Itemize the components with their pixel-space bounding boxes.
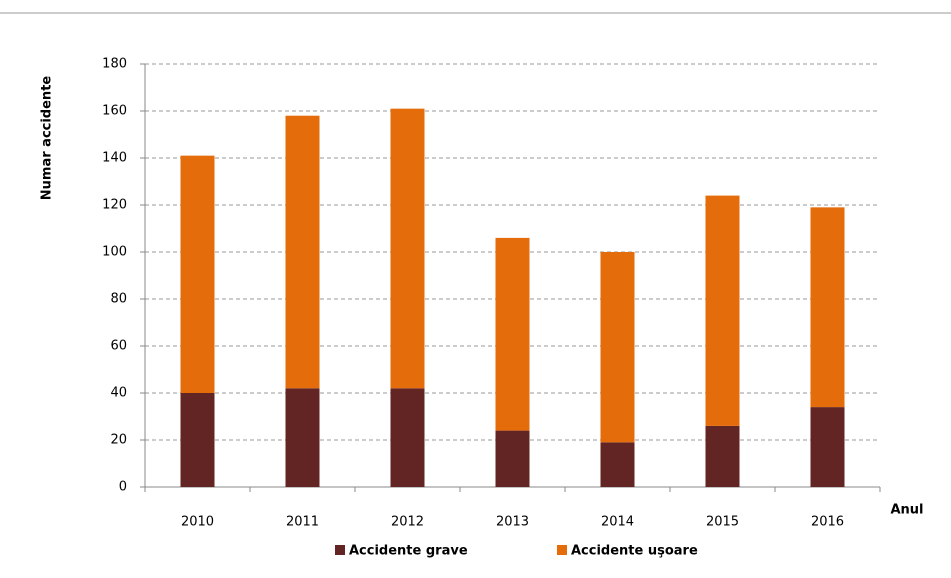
x-tick-label: 2010 bbox=[181, 515, 214, 530]
x-tick-label: 2014 bbox=[601, 515, 634, 530]
bar-segment bbox=[810, 207, 845, 408]
y-tick-label: 180 bbox=[102, 57, 127, 72]
y-tick-label: 120 bbox=[102, 198, 127, 213]
bar-segment bbox=[180, 393, 215, 487]
legend-swatch bbox=[335, 545, 345, 555]
bar-segment bbox=[600, 442, 635, 487]
y-tick-label: 20 bbox=[110, 433, 127, 448]
legend-label: Accidente uşoare bbox=[571, 544, 698, 559]
x-tick-label: 2012 bbox=[391, 515, 424, 530]
legend-swatch bbox=[557, 545, 567, 555]
bar-segment bbox=[390, 388, 425, 487]
x-tick-label: 2011 bbox=[286, 515, 319, 530]
bar-segment bbox=[705, 425, 740, 487]
bar-segment bbox=[285, 388, 320, 487]
y-axis-label: Numar accidente bbox=[40, 76, 55, 201]
bar-segment bbox=[390, 108, 425, 389]
bar-segment bbox=[285, 115, 320, 389]
x-tick-label: 2015 bbox=[706, 515, 739, 530]
y-tick-label: 80 bbox=[110, 292, 127, 307]
x-tick-label: 2016 bbox=[811, 515, 844, 530]
y-tick-label: 100 bbox=[102, 245, 127, 260]
x-tick-label: 2013 bbox=[496, 515, 529, 530]
legend-label: Accidente grave bbox=[349, 544, 468, 559]
bar-segment bbox=[705, 195, 740, 426]
y-tick-label: 160 bbox=[102, 104, 127, 119]
bar-segment bbox=[495, 430, 530, 487]
y-tick-label: 0 bbox=[119, 480, 127, 495]
bar-segment bbox=[600, 252, 635, 443]
bar-segment bbox=[810, 407, 845, 487]
y-tick-label: 60 bbox=[110, 339, 127, 354]
y-tick-label: 40 bbox=[110, 386, 127, 401]
x-axis-label: Anul bbox=[890, 503, 923, 518]
bar-segment bbox=[495, 237, 530, 431]
y-tick-label: 140 bbox=[102, 151, 127, 166]
bar-segment bbox=[180, 155, 215, 393]
